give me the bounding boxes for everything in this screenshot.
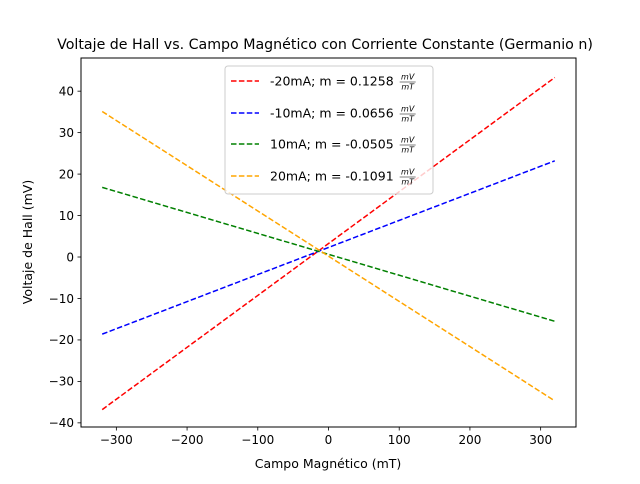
y-tick-label: −10 bbox=[49, 292, 74, 306]
series-line-0 bbox=[101, 76, 556, 411]
legend-label: -10mA; m = 0.0656 bbox=[270, 106, 394, 121]
x-tick-label: −300 bbox=[100, 433, 133, 447]
x-tick-label: 0 bbox=[325, 433, 333, 447]
legend-unit-denominator: mT bbox=[401, 146, 415, 155]
x-tick-label: −200 bbox=[171, 433, 204, 447]
y-axis-label: Voltaje de Hall (mV) bbox=[20, 180, 35, 304]
x-tick-label: 100 bbox=[388, 433, 411, 447]
chart-title: Voltaje de Hall vs. Campo Magnético con … bbox=[57, 37, 593, 53]
legend-unit-denominator: mT bbox=[401, 83, 415, 92]
y-tick-label: 40 bbox=[59, 84, 74, 98]
x-tick-label: −100 bbox=[241, 433, 274, 447]
y-tick-label: 10 bbox=[59, 209, 74, 223]
legend-unit-numerator: mV bbox=[401, 168, 415, 177]
legend-unit-denominator: mT bbox=[401, 178, 415, 187]
y-tick-label: 30 bbox=[59, 126, 74, 140]
legend-label: -20mA; m = 0.1258 bbox=[270, 74, 394, 89]
legend-unit-numerator: mV bbox=[401, 105, 415, 114]
y-tick-label: −20 bbox=[49, 333, 74, 347]
legend-unit-numerator: mV bbox=[401, 73, 415, 82]
y-axis-ticks: −40 −30 −20 −10 0 10 20 30 40 bbox=[49, 84, 81, 430]
x-tick-label: 200 bbox=[458, 433, 481, 447]
legend-label: 20mA; m = -0.1091 bbox=[270, 169, 394, 184]
y-tick-label: −30 bbox=[49, 375, 74, 389]
y-tick-label: 20 bbox=[59, 167, 74, 181]
series-line-1 bbox=[101, 160, 556, 335]
y-tick-label: −40 bbox=[49, 416, 74, 430]
y-tick-label: 0 bbox=[66, 250, 74, 264]
x-tick-label: 300 bbox=[529, 433, 552, 447]
legend-label: 10mA; m = -0.0505 bbox=[270, 137, 394, 152]
series-line-3 bbox=[101, 110, 556, 402]
legend-unit-numerator: mV bbox=[401, 136, 415, 145]
x-axis-label: Campo Magnético (mT) bbox=[255, 456, 402, 471]
legend-box bbox=[224, 65, 434, 195]
series-layer bbox=[101, 76, 556, 411]
x-axis-ticks: −300 −200 −100 0 100 200 300 bbox=[100, 427, 552, 447]
legend-unit-denominator: mT bbox=[401, 115, 415, 124]
